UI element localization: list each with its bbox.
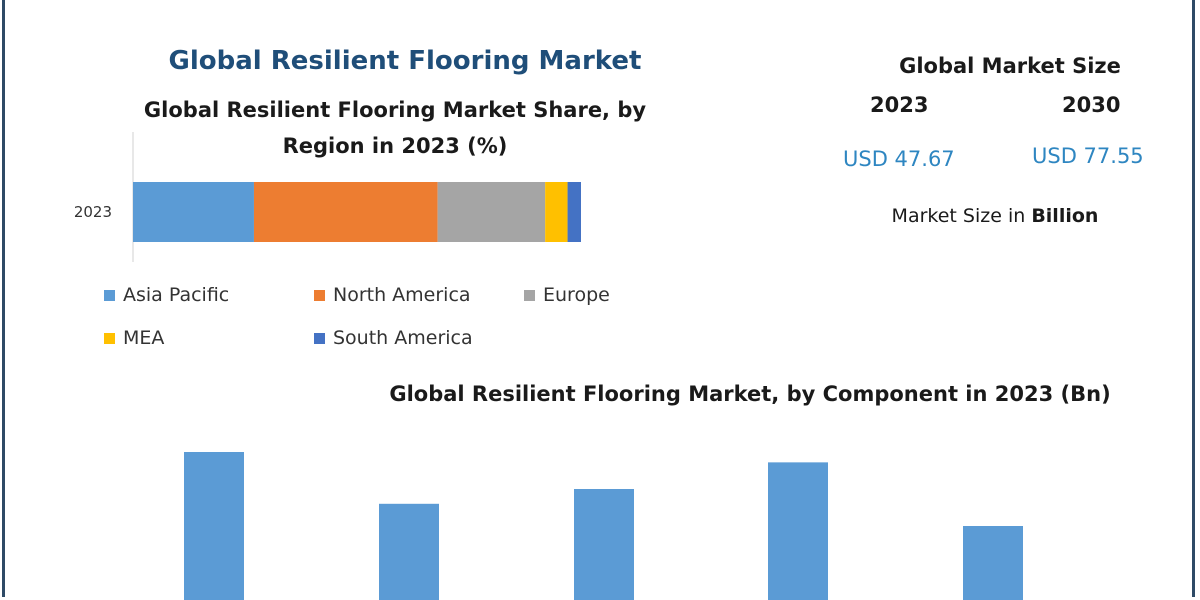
market-size-unit: Market Size in Billion (860, 205, 1130, 227)
market-size-title: Global Market Size (899, 54, 1121, 78)
market-size-year-2023: 2023 (870, 93, 929, 117)
component-bar-4 (768, 462, 828, 600)
main-title: Global Resilient Flooring Market (168, 46, 642, 76)
region-chart-category-label: 2023 (74, 203, 112, 221)
market-size-value-2030: USD 77.55 (1032, 144, 1144, 168)
legend-swatch-mea (104, 333, 115, 344)
legend-label-north-america: North America (333, 284, 471, 306)
market-size-value-2023: USD 47.67 (843, 147, 955, 171)
component-bar-3 (574, 489, 634, 600)
legend-swatch-south-america (314, 333, 325, 344)
region-bar-segment-north-america (253, 182, 438, 242)
market-size-unit-bold: Billion (1031, 205, 1099, 227)
region-bar-segment-mea (545, 182, 568, 242)
region-bar-segment-europe (437, 182, 546, 242)
region-share-title-line2: Region in 2023 (%) (282, 134, 508, 158)
component-chart-title: Global Resilient Flooring Market, by Com… (389, 382, 1111, 406)
legend-swatch-europe (524, 290, 535, 301)
component-bar-1 (184, 452, 244, 600)
legend-label-south-america: South America (333, 327, 473, 349)
component-bar-5 (963, 526, 1023, 600)
legend-label-europe: Europe (543, 284, 610, 306)
legend-swatch-north-america (314, 290, 325, 301)
market-size-unit-prefix: Market Size in (891, 205, 1032, 227)
region-bar-segment-south-america (567, 182, 581, 242)
legend-swatch-asia-pacific (104, 290, 115, 301)
region-bar-segment-asia-pacific (133, 182, 254, 242)
market-size-year-2030: 2030 (1062, 93, 1121, 117)
legend-label-asia-pacific: Asia Pacific (123, 284, 229, 306)
region-share-title-line1: Global Resilient Flooring Market Share, … (143, 98, 647, 122)
legend-label-mea: MEA (123, 327, 164, 349)
region-share-chart-title: Global Resilient Flooring Market Share, … (140, 92, 650, 164)
component-bar-2 (379, 503, 439, 600)
